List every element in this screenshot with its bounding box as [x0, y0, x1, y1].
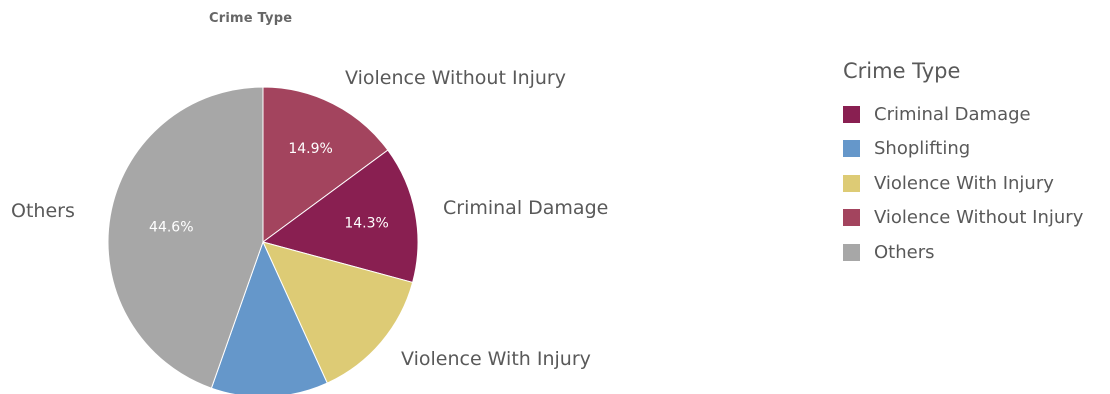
pie-percent-label-others: 44.6% [149, 219, 193, 235]
legend-label: Shoplifting [874, 138, 971, 160]
legend-item-violence-without-injury[interactable]: Violence Without Injury [843, 201, 1083, 236]
legend-item-violence-with-injury[interactable]: Violence With Injury [843, 166, 1083, 201]
pie-slice-others[interactable] [107, 86, 264, 389]
legend-items: Criminal Damage Shoplifting Violence With … [843, 97, 1083, 270]
pie-slices [107, 86, 419, 394]
pie-slice-violence-with-injury[interactable] [262, 241, 414, 384]
pie-percent-label-criminal-damage: 14.3% [344, 216, 388, 232]
pie-slice-shoplifting[interactable] [210, 240, 328, 394]
legend-swatch [843, 243, 860, 261]
pie-category-label-others: Others [11, 200, 75, 222]
legend-item-shoplifting[interactable]: Shoplifting [843, 132, 1083, 167]
legend-swatch [843, 140, 860, 158]
legend-item-others[interactable]: Others [843, 235, 1083, 270]
legend-swatch [843, 105, 860, 123]
pie-category-label-violence-with-injury: Violence With Injury [401, 348, 591, 370]
legend-label: Others [874, 241, 935, 263]
legend-swatch [843, 209, 860, 227]
pie-category-labels: Violence Without Injury Criminal Damage Vi… [11, 67, 608, 370]
legend-swatch [843, 174, 860, 192]
legend-title: Crime Type [843, 59, 961, 83]
pie-category-label-violence-without-injury: Violence Without Injury [345, 67, 566, 89]
pie-category-label-criminal-damage: Criminal Damage [443, 197, 608, 219]
legend-label: Violence With Injury [874, 172, 1054, 194]
legend: Crime Type Criminal Damage Shoplifting Vio… [843, 59, 1083, 270]
pie-percent-label-violence-without-injury: 14.9% [288, 141, 332, 157]
legend-item-criminal-damage[interactable]: Criminal Damage [843, 97, 1083, 132]
chart-title: Crime Type [209, 11, 293, 26]
legend-label: Criminal Damage [874, 103, 1031, 125]
pie-slice-violence-without-injury[interactable] [262, 86, 389, 243]
pie-slice-criminal-damage[interactable] [261, 149, 419, 284]
legend-label: Violence Without Injury [874, 207, 1084, 229]
pie-percent-labels: 14.9% 14.3% 44.6% [149, 141, 389, 235]
